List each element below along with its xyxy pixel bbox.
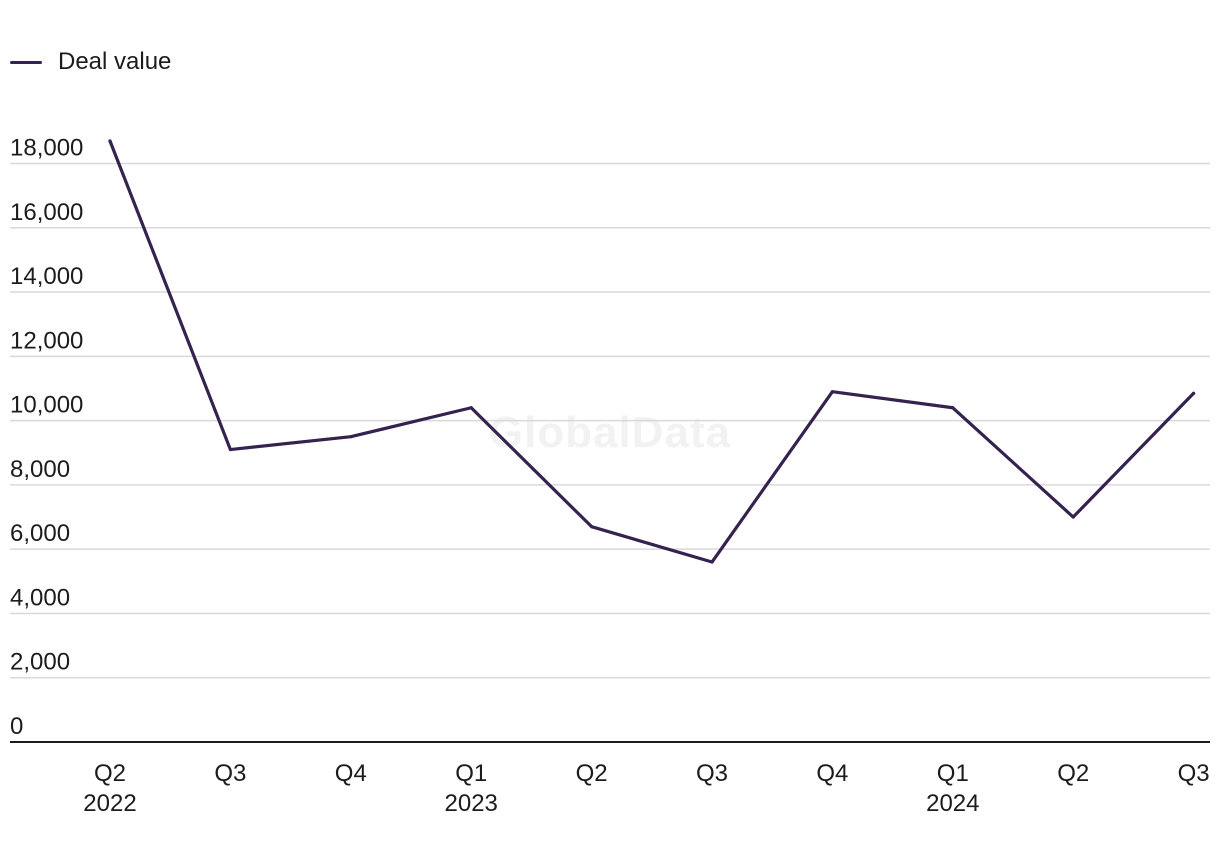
data-point — [590, 525, 594, 529]
data-point — [1192, 391, 1196, 395]
y-tick-label: 4,000 — [10, 584, 70, 611]
y-tick-label: 2,000 — [10, 649, 70, 676]
data-point — [108, 139, 112, 143]
data-point — [349, 435, 353, 439]
data-point — [710, 560, 714, 564]
legend-label: Deal value — [58, 48, 172, 75]
y-tick-label: 14,000 — [10, 263, 83, 290]
series — [108, 139, 1196, 564]
data-point — [228, 447, 232, 452]
y-tick-label: 16,000 — [10, 199, 83, 226]
legend-swatch — [10, 60, 42, 64]
y-tick-label: 8,000 — [10, 456, 70, 483]
y-tick-label: 0 — [10, 713, 23, 740]
x-tick-label: Q1 — [937, 760, 969, 787]
x-tick-label: Q3 — [214, 760, 246, 787]
series-line-deal-value — [108, 139, 1196, 564]
axes: 0 2,000 4,000 6,000 8,000 10,000 12,000 14,000 1… — [10, 135, 1210, 817]
x-tick-label: Q2 — [576, 760, 608, 787]
data-point — [830, 390, 835, 394]
gridlines — [10, 162, 1210, 679]
x-year-label: 2023 — [445, 790, 498, 817]
x-tick-label: Q4 — [335, 760, 367, 787]
x-year-label: 2024 — [926, 790, 979, 817]
x-tick-label: Q1 — [455, 760, 487, 787]
y-tick-label: 18,000 — [10, 135, 83, 162]
data-point — [1071, 515, 1075, 519]
x-tick-label: Q4 — [816, 760, 848, 787]
data-point — [951, 406, 955, 410]
x-tick-label: Q2 — [1057, 760, 1089, 787]
x-tick-label: Q3 — [1178, 760, 1210, 787]
x-tick-label: Q3 — [696, 760, 728, 787]
data-point — [469, 406, 473, 410]
legend: Deal value — [10, 44, 171, 80]
watermark: GlobalData — [488, 408, 732, 457]
y-tick-label: 10,000 — [10, 392, 83, 419]
x-year-label: 2022 — [83, 790, 136, 817]
y-tick-label: 12,000 — [10, 327, 83, 354]
x-tick-label: Q2 — [94, 760, 126, 787]
y-tick-label: 6,000 — [10, 520, 70, 547]
